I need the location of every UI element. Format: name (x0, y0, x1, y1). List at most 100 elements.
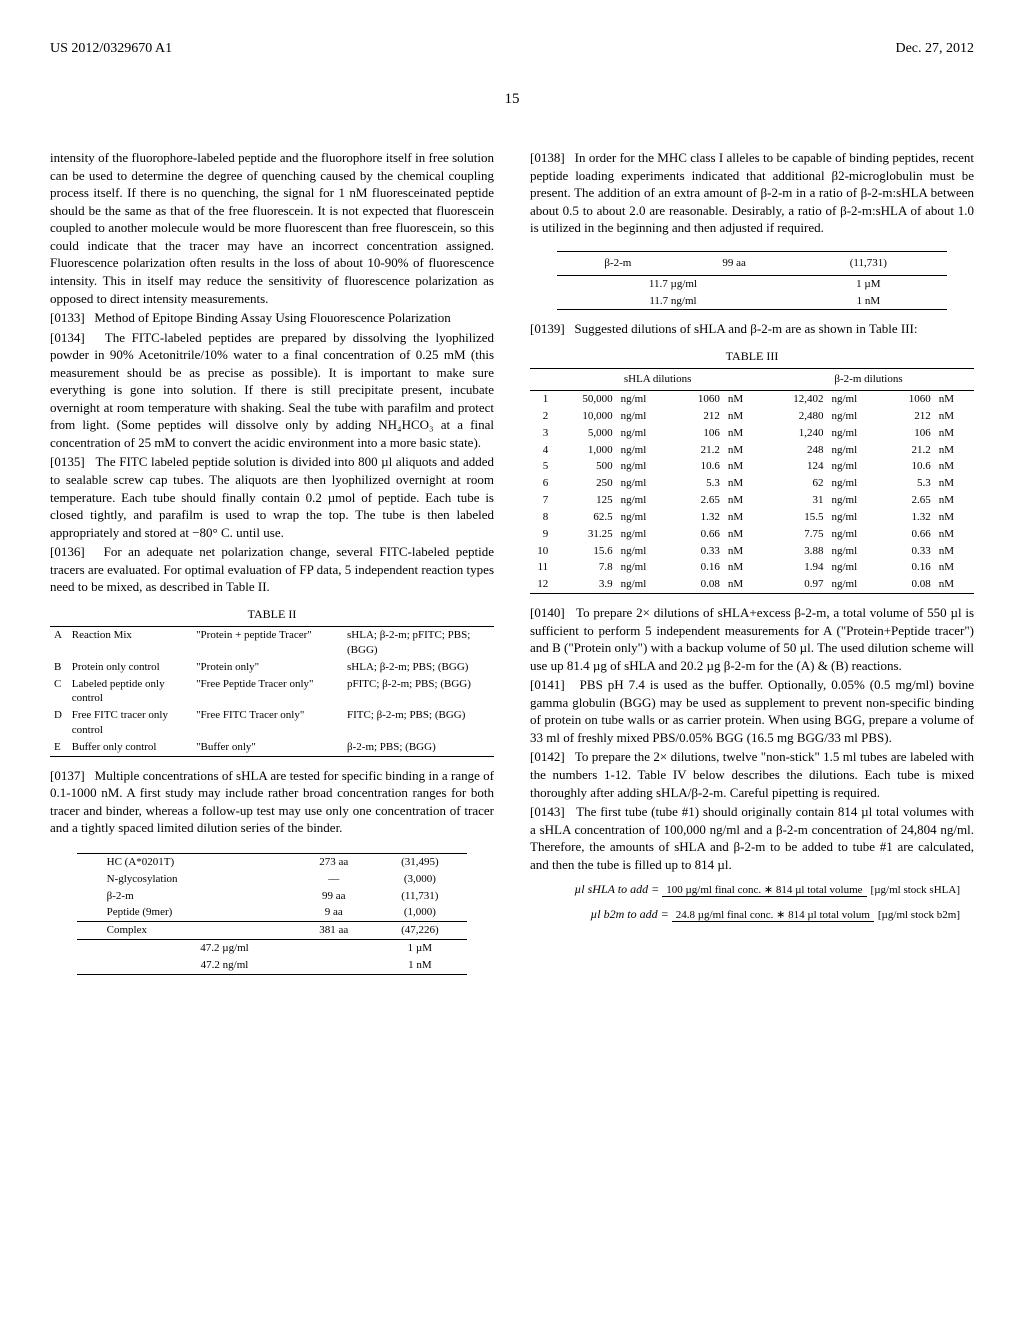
ptext-0134: The FITC-labeled peptides are prepared b… (50, 330, 494, 450)
table-row: 35,000ng/ml106nM1,240ng/ml106nM (530, 425, 974, 442)
table-cell: ng/ml (827, 475, 884, 492)
table-cell: 212 (884, 408, 935, 425)
t3-head-shla: sHLA dilutions (552, 369, 763, 391)
table-cell: 5.3 (884, 475, 935, 492)
table-cell: ng/ml (827, 458, 884, 475)
table-cell: 1060 (673, 390, 724, 407)
table-cell: "Protein + peptide Tracer" (192, 627, 343, 659)
ptext-0140: To prepare 2× dilutions of sHLA+excess β… (530, 605, 974, 673)
table-cell: "Free Peptide Tracer only" (192, 676, 343, 708)
table-cell: 10 (530, 543, 552, 560)
table-cell: ng/ml (827, 492, 884, 509)
para-0141: [0141] PBS pH 7.4 is used as the buffer.… (530, 676, 974, 746)
table-cell: — (295, 871, 372, 888)
table-cell: "Protein only" (192, 659, 343, 676)
table-cell: pFITC; β-2-m; PBS; (BGG) (343, 676, 494, 708)
table-row: 47.2 ng/ml1 nM (77, 957, 468, 974)
table-row: CLabeled peptide only control"Free Pepti… (50, 676, 494, 708)
para-0134: [0134] The FITC-labeled peptides are pre… (50, 329, 494, 452)
table-cell: nM (935, 458, 974, 475)
table-cell: B (50, 659, 68, 676)
table-cell: (1,000) (372, 904, 467, 921)
equation-b2m: µl b2m to add = 24.8 µg/ml final conc. ∗… (530, 906, 974, 923)
table-cell: Protein only control (68, 659, 192, 676)
table-cell: 1.32 (673, 509, 724, 526)
table-cell: nM (724, 509, 763, 526)
table-cell: C (50, 676, 68, 708)
para-0143: [0143] The first tube (tube #1) should o… (530, 803, 974, 873)
table-cell: nM (935, 559, 974, 576)
table-cell: Peptide (9mer) (77, 904, 296, 921)
table-cell: nM (935, 390, 974, 407)
table-cell: 21.2 (673, 442, 724, 459)
table-row: β-2-m99 aa(11,731) (557, 251, 948, 275)
table-cell: 9 aa (295, 904, 372, 921)
table-cell: ng/ml (617, 442, 674, 459)
table-cell: ng/ml (617, 408, 674, 425)
table-row: EBuffer only control"Buffer only"β-2-m; … (50, 739, 494, 756)
pnum-0137: [0137] (50, 768, 85, 783)
table-cell: 7 (530, 492, 552, 509)
para-0142: [0142] To prepare the 2× dilutions, twel… (530, 748, 974, 801)
table-cell: nM (935, 408, 974, 425)
header-right: Dec. 27, 2012 (895, 40, 974, 59)
table-cell: 5 (530, 458, 552, 475)
table-cell: 125 (552, 492, 616, 509)
para-0137: [0137] Multiple concentrations of sHLA a… (50, 767, 494, 837)
table-cell: 8 (530, 509, 552, 526)
table-row: AReaction Mix"Protein + peptide Tracer"s… (50, 627, 494, 659)
pnum-0139: [0139] (530, 321, 565, 336)
table-cell: "Free FITC Tracer only" (192, 707, 343, 739)
table-cell: 2,480 (763, 408, 827, 425)
table-cell: ng/ml (827, 425, 884, 442)
para-0139: [0139] Suggested dilutions of sHLA and β… (530, 320, 974, 338)
table-cell: nM (935, 543, 974, 560)
table-cell: nM (935, 509, 974, 526)
table-cell: nM (935, 425, 974, 442)
ptext-0138: In order for the MHC class I alleles to … (530, 150, 974, 235)
table-cell: 250 (552, 475, 616, 492)
table-cell: 2 (530, 408, 552, 425)
table-cell: 15.6 (552, 543, 616, 560)
table-cell: ng/ml (617, 559, 674, 576)
table-cell: (31,495) (372, 853, 467, 870)
pnum-0135: [0135] (50, 454, 85, 469)
table-cell: 0.66 (673, 526, 724, 543)
table-cell: ng/ml (617, 425, 674, 442)
table-cell: nM (724, 559, 763, 576)
table-cell: 0.33 (673, 543, 724, 560)
table-cell: (3,000) (372, 871, 467, 888)
table-cell: ng/ml (617, 475, 674, 492)
table-cell: 273 aa (295, 853, 372, 870)
table-cell: 5,000 (552, 425, 616, 442)
table-cell: 248 (763, 442, 827, 459)
table-row: 931.25ng/ml0.66nM7.75ng/ml0.66nM (530, 526, 974, 543)
equation-shla: µl sHLA to add = 100 µg/ml final conc. ∗… (530, 881, 974, 898)
table-cell: β-2-m; PBS; (BGG) (343, 739, 494, 756)
table-cell: 7.75 (763, 526, 827, 543)
pnum-0136: [0136] (50, 544, 85, 559)
table-row: 5500ng/ml10.6nM124ng/ml10.6nM (530, 458, 974, 475)
table-cell: 0.16 (884, 559, 935, 576)
table-cell: (47,226) (372, 922, 467, 940)
table-row: 6250ng/ml5.3nM62ng/ml5.3nM (530, 475, 974, 492)
table-cell: 31 (763, 492, 827, 509)
t3-head-b2m: β-2-m dilutions (763, 369, 974, 391)
table-cell: 10,000 (552, 408, 616, 425)
pnum-0141: [0141] (530, 677, 565, 692)
table-cell: nM (724, 390, 763, 407)
pnum-0134: [0134] (50, 330, 85, 345)
para-0140: [0140] To prepare 2× dilutions of sHLA+e… (530, 604, 974, 674)
table-cell: 47.2 ng/ml (77, 957, 373, 974)
ptext-0136: For an adequate net polarization change,… (50, 544, 494, 594)
table-row: β-2-m99 aa(11,731) (77, 888, 468, 905)
table3-caption: TABLE III (530, 348, 974, 364)
table-cell: 3.9 (552, 576, 616, 593)
table-cell: nM (724, 543, 763, 560)
table-cell: 10.6 (884, 458, 935, 475)
ptext-0142: To prepare the 2× dilutions, twelve "non… (530, 749, 974, 799)
table-cell: 0.16 (673, 559, 724, 576)
eq1-lhs: µl sHLA to add = (574, 882, 659, 896)
table-cell: ng/ml (827, 390, 884, 407)
pnum-0140: [0140] (530, 605, 565, 620)
